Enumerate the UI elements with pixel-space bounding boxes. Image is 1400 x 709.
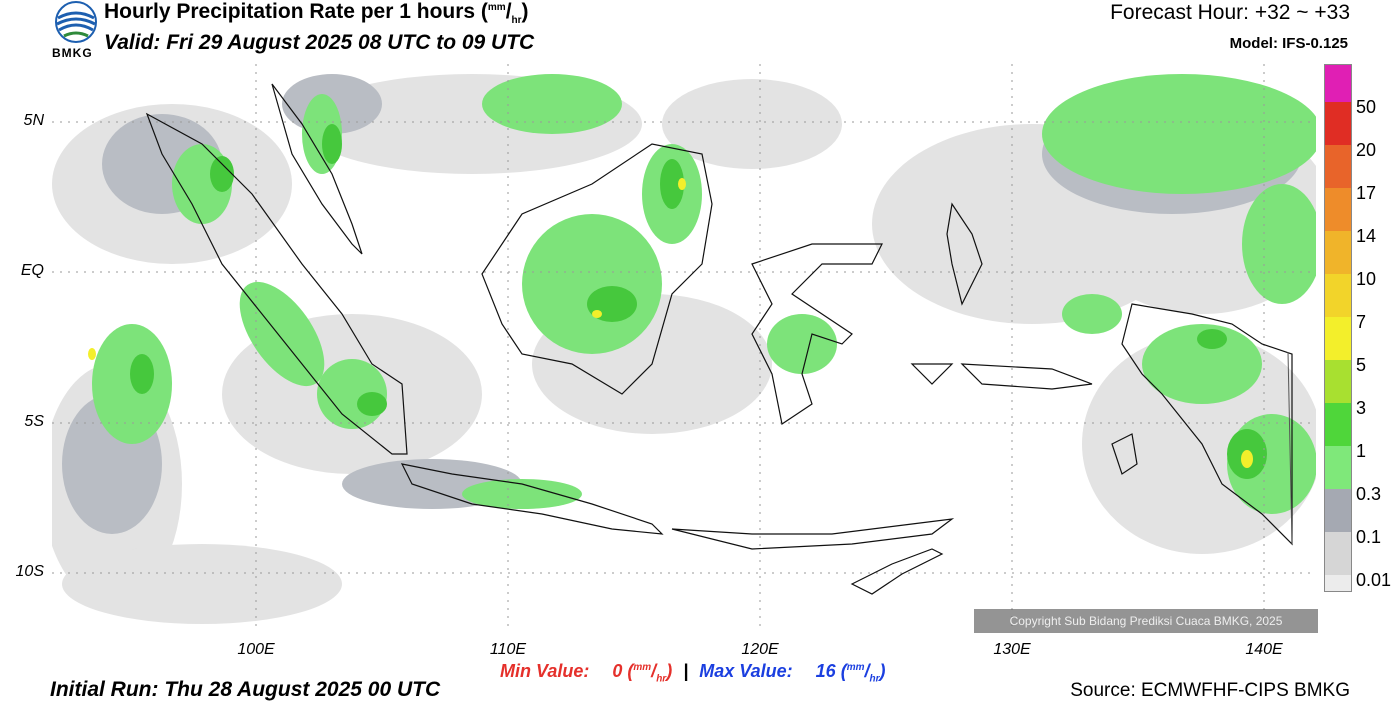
colorbar-label: 0.01 <box>1356 570 1392 590</box>
colorbar-label: 3 <box>1356 398 1367 418</box>
lon-label-140e: 140E <box>1245 641 1283 658</box>
min-value: 0 (mm/hr) <box>612 661 673 685</box>
initial-run: Initial Run: Thu 28 August 2025 00 UTC <box>50 678 441 701</box>
colorbar-label: 10 <box>1356 269 1377 289</box>
lat-label-5s: 5S <box>24 413 44 430</box>
colorbar-label: 50 <box>1356 97 1377 117</box>
lon-label-110e: 110E <box>489 641 527 658</box>
lat-label-eq: EQ <box>20 262 44 279</box>
rain-peak-field <box>88 178 1253 468</box>
lat-label-5n: 5N <box>23 112 44 129</box>
colorbar-label: 1 <box>1356 441 1367 461</box>
cb-swatch <box>1325 532 1351 575</box>
lon-label-100e: 100E <box>237 641 275 658</box>
cb-swatch <box>1325 274 1351 317</box>
valid-period: Valid: Fri 29 August 2025 08 UTC to 09 U… <box>104 31 535 54</box>
cb-swatch <box>1325 188 1351 231</box>
cb-swatch <box>1325 317 1351 360</box>
colorbar-label: 0.3 <box>1356 484 1382 504</box>
max-label: Max Value: <box>699 661 793 681</box>
logo-text: BMKG <box>52 46 93 60</box>
precipitation-map <box>52 64 1316 632</box>
copyright-notice: Copyright Sub Bidang Prediksi Cuaca BMKG… <box>974 609 1318 633</box>
cb-swatch <box>1325 575 1351 591</box>
cb-swatch <box>1325 65 1351 102</box>
gridlines <box>52 64 1316 632</box>
lon-label-120e: 120E <box>741 641 779 658</box>
colorbar-label: 7 <box>1356 312 1367 332</box>
colorbar-label: 0.1 <box>1356 527 1382 547</box>
colorbar-label: 20 <box>1356 140 1377 160</box>
png-border <box>1287 351 1293 545</box>
cb-swatch <box>1325 102 1351 145</box>
min-max-values: Min Value: 0 (mm/hr) | Max Value: 16 (mm… <box>500 661 886 685</box>
separator: | <box>683 661 689 681</box>
colorbar-label: 5 <box>1356 355 1367 375</box>
forecast-hour: Forecast Hour: +32 ~ +33 <box>1110 1 1350 24</box>
colorbar-label: 14 <box>1356 226 1377 246</box>
cb-swatch <box>1325 231 1351 274</box>
lon-label-130e: 130E <box>993 641 1031 658</box>
bmkg-logo <box>52 0 100 60</box>
cb-swatch <box>1325 489 1351 532</box>
min-label: Min Value: <box>500 661 590 681</box>
data-source: Source: ECMWFHF-CIPS BMKG <box>1070 680 1350 701</box>
coastlines <box>145 83 1293 595</box>
max-value: 16 (mm/hr) <box>815 661 886 685</box>
cb-swatch <box>1325 145 1351 188</box>
cb-swatch <box>1325 403 1351 446</box>
model-name: Model: IFS-0.125 <box>1229 35 1348 52</box>
cb-swatch <box>1325 446 1351 489</box>
map-title: Hourly Precipitation Rate per 1 hours (m… <box>104 0 529 27</box>
colorbar-label: 17 <box>1356 183 1377 203</box>
colorbar <box>1324 64 1352 592</box>
cb-swatch <box>1325 360 1351 403</box>
lat-label-10s: 10S <box>15 563 44 580</box>
